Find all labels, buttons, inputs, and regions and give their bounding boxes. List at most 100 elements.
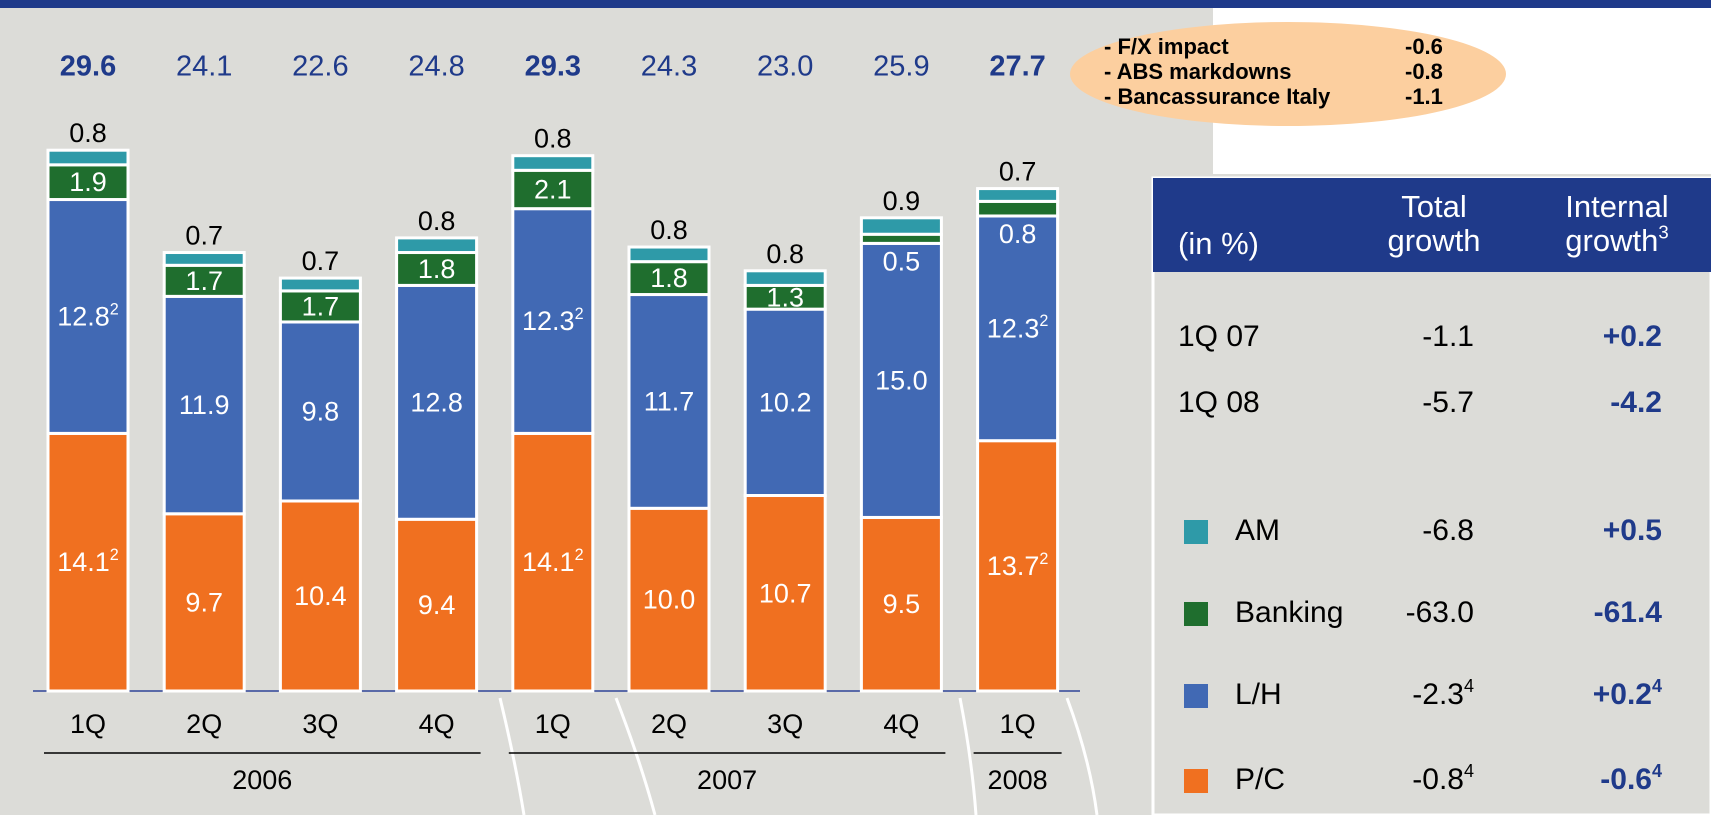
internal-growth: -4.2 [1610, 386, 1662, 419]
segment-label: 14.12 [522, 546, 584, 577]
segment-label: 0.8 [534, 124, 572, 154]
segment-label: 15.0 [875, 366, 928, 396]
footnote: 4 [1464, 761, 1474, 781]
segment-label-value: 14.1 [57, 547, 110, 577]
segment-label: 11.7 [644, 387, 695, 417]
footnote: 2 [575, 546, 584, 564]
segment-label: 0.8 [418, 206, 456, 236]
segment-label-value: 12.8 [57, 302, 110, 332]
internal-growth: +0.24 [1593, 676, 1662, 711]
table-header-cell: Internal [1565, 189, 1668, 224]
bar-segment [743, 307, 827, 498]
segment-label-value: 9.8 [302, 397, 340, 427]
legend-label: P/C [1235, 763, 1285, 796]
internal-growth-value: +0.5 [1603, 514, 1662, 547]
bar-segment [46, 198, 130, 435]
footnote: 2 [1039, 313, 1048, 331]
total-growth: -2.34 [1412, 676, 1474, 711]
callout-item: - F/X impact [1104, 34, 1229, 59]
callout-value: -0.8 [1405, 59, 1443, 84]
group-label: 2006 [232, 765, 292, 795]
total-growth-value: -1.1 [1422, 320, 1474, 353]
bar-segment [395, 251, 479, 287]
segment-label-value: 11.9 [179, 390, 230, 420]
segment-label: 10.0 [643, 585, 696, 615]
segment-label-value: 10.2 [759, 387, 812, 417]
total-growth-value: -63.0 [1406, 596, 1474, 629]
header-text: Total [1401, 189, 1466, 224]
segment-label-value: 0.8 [418, 206, 456, 236]
segment-label: 13.72 [987, 550, 1049, 581]
segment-label: 10.4 [294, 581, 347, 611]
segment-label-value: 10.4 [294, 581, 347, 611]
internal-growth: -0.64 [1600, 761, 1662, 796]
segment-label-value: 0.8 [534, 124, 572, 154]
total-label: 24.8 [408, 51, 464, 83]
segment-label-value: 12.3 [522, 306, 575, 336]
legend-swatch [1184, 602, 1208, 626]
bar-segment [162, 294, 246, 516]
x-tick-label: 2Q [186, 709, 222, 739]
x-tick-label: 4Q [419, 709, 455, 739]
total-growth: -6.8 [1422, 514, 1474, 547]
segment-label-value: 12.8 [410, 387, 463, 417]
segment-label-value: 1.8 [418, 254, 456, 284]
bar-segment [162, 512, 246, 693]
table-header-cell: growth [1387, 223, 1480, 258]
segment-label-value: 1.7 [185, 266, 223, 296]
segment-label: 0.9 [883, 186, 921, 216]
legend-label: AM [1235, 514, 1280, 547]
footnote: 2 [110, 301, 119, 319]
segment-label-value: 0.8 [766, 239, 804, 269]
segment-label-value: 1.8 [650, 263, 688, 293]
callout-item: - ABS markdowns [1104, 59, 1291, 84]
segment-label-value: 14.1 [522, 547, 575, 577]
bar-segment [162, 263, 246, 298]
group-label: 2007 [697, 765, 757, 795]
segment-label-value: 12.3 [987, 313, 1040, 343]
segment-label: 0.8 [69, 118, 107, 148]
bar-segment [627, 245, 711, 264]
footnote: 2 [1039, 550, 1048, 568]
segment-label-value: 1.7 [302, 292, 340, 322]
bar-segment [278, 289, 362, 324]
segment-label-value: 1.3 [766, 282, 804, 312]
segment-label-value: 0.7 [302, 246, 340, 276]
bar-segment [395, 236, 479, 255]
total-label: 29.6 [60, 51, 116, 83]
segment-label: 0.7 [185, 221, 223, 251]
segment-label: 9.7 [185, 588, 223, 618]
internal-growth-value: -61.4 [1594, 596, 1663, 629]
bar-segment [859, 515, 943, 693]
segment-label: 2.1 [534, 175, 572, 205]
bar-segment [976, 439, 1060, 693]
callout-value: -1.1 [1405, 84, 1443, 109]
total-growth-value: -0.8 [1412, 763, 1464, 796]
segment-label-value: 9.5 [883, 589, 921, 619]
x-tick-label: 3Q [767, 709, 803, 739]
bar-segment [511, 431, 595, 693]
bar-segment [859, 216, 943, 236]
segment-label: 9.4 [418, 590, 456, 620]
bar-segment [976, 214, 1060, 443]
segment-label: 1.8 [418, 254, 456, 284]
header-text: growth [1387, 223, 1480, 258]
total-label: 23.0 [757, 51, 813, 83]
separators [498, 697, 1099, 815]
total-growth: -63.0 [1406, 596, 1474, 629]
legend-swatch [1184, 520, 1208, 544]
internal-growth-value: -0.6 [1600, 763, 1652, 796]
total-growth: -0.84 [1412, 761, 1474, 796]
top-band [0, 0, 1711, 8]
segment-label: 1.9 [69, 167, 107, 197]
table-header [1153, 178, 1711, 272]
internal-growth: -61.4 [1594, 596, 1663, 629]
x-tick-label: 1Q [70, 709, 106, 739]
segment-label-value: 9.4 [418, 590, 456, 620]
bar-segment [46, 148, 130, 167]
callout-item: - Bancassurance Italy [1104, 84, 1331, 109]
segment-label: 1.7 [302, 292, 340, 322]
x-tick-label: 4Q [883, 709, 919, 739]
internal-growth-value: -4.2 [1610, 386, 1662, 419]
segment-label-value: 0.7 [185, 221, 223, 251]
